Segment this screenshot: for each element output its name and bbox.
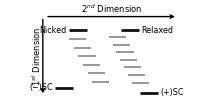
Text: 1$^{st}$ Dimension: 1$^{st}$ Dimension <box>30 27 43 86</box>
Text: (−)SC: (−)SC <box>29 83 53 92</box>
Text: 2$^{nd}$ Dimension: 2$^{nd}$ Dimension <box>81 3 142 15</box>
Text: (+)SC: (+)SC <box>161 88 184 97</box>
Text: Nicked: Nicked <box>40 26 67 35</box>
Text: Relaxed: Relaxed <box>141 26 173 35</box>
